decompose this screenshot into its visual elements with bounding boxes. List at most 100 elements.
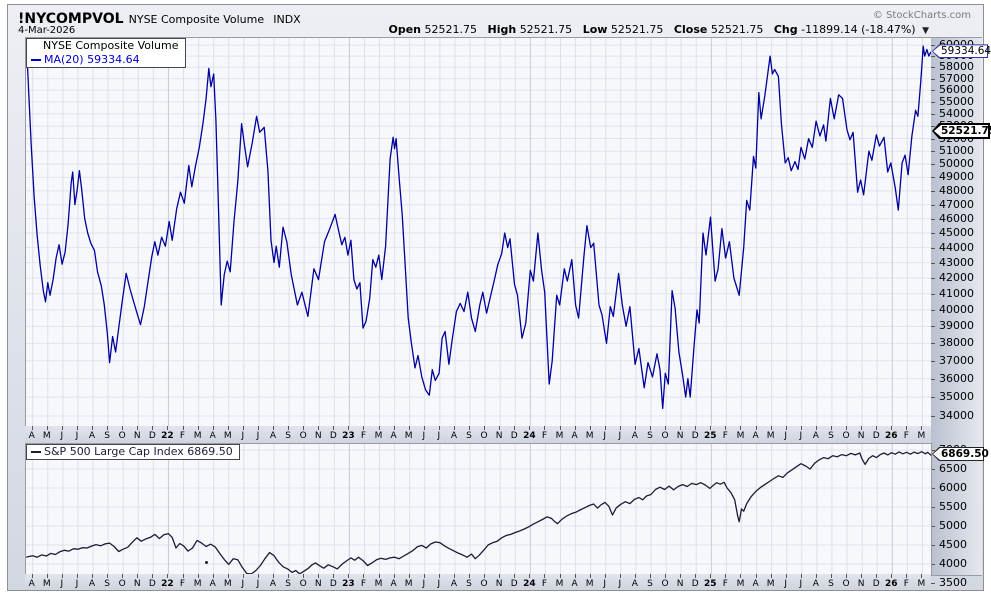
x-axis-label: M [585, 431, 594, 441]
x-axis-label: 24 [523, 431, 536, 441]
y-axis-tick [931, 45, 935, 47]
stray-dot [205, 561, 208, 564]
x-axis-tick [740, 426, 742, 430]
x-axis-tick [830, 574, 832, 578]
x-axis-tick [529, 426, 531, 430]
y-axis-label: 34000 [939, 409, 974, 422]
x-axis-label: F [903, 579, 909, 589]
x-axis-label: 25 [704, 579, 717, 589]
x-axis-tick [318, 426, 320, 430]
x-axis-tick [619, 426, 621, 430]
y-axis-label: 5500 [939, 500, 967, 513]
high-label: High [487, 23, 517, 36]
chevron-down-icon[interactable]: ▼ [922, 26, 929, 36]
x-axis-tick [61, 574, 63, 578]
y-axis-label: 5000 [939, 519, 967, 532]
y-axis-label: 46000 [939, 211, 974, 225]
y-axis-label: 42000 [939, 271, 974, 284]
x-axis-label: N [495, 579, 503, 589]
x-axis-tick [921, 574, 923, 578]
x-axis-tick [46, 574, 48, 578]
sp500-chart-plot [25, 443, 932, 576]
y-axis-label: 43000 [939, 255, 974, 269]
x-axis-tick [861, 574, 863, 578]
x-axis-tick [31, 574, 33, 578]
x-axis-tick [393, 574, 395, 578]
x-axis-label: M [223, 431, 232, 441]
close-marker-bg [934, 125, 988, 138]
x-axis-tick [619, 574, 621, 578]
open-label: Open [388, 23, 421, 36]
x-axis-label: A [450, 431, 458, 441]
close-price-marker: 52521.75 [932, 123, 991, 140]
y-axis-label: 45000 [939, 225, 974, 239]
x-axis-tick [604, 426, 606, 430]
x-axis-tick [92, 426, 94, 430]
x-axis-label: O [299, 579, 307, 589]
x-axis-label: N [676, 579, 684, 589]
x-axis-label: J [784, 431, 788, 441]
y-axis-tick [931, 326, 935, 328]
y-axis-tick [931, 67, 935, 69]
x-axis-tick [122, 426, 124, 430]
x-axis-tick [348, 426, 350, 430]
y-axis-tick [931, 416, 935, 417]
y-axis-label: 44000 [939, 240, 974, 254]
y-axis-tick [931, 190, 935, 192]
x-axis-tick [46, 426, 48, 430]
x-axis-tick [544, 426, 546, 430]
x-axis-tick [740, 574, 742, 578]
x-axis-label: A [631, 579, 638, 589]
chart-date: 4-Mar-2026 [18, 25, 76, 36]
x-axis-label: F [722, 431, 728, 441]
instrument-name: NYSE Composite Volume [128, 13, 265, 26]
x-axis-tick [378, 574, 380, 578]
y-axis-label: 47000 [939, 197, 974, 211]
x-axis-tick [152, 574, 154, 578]
y-axis-label: 51000 [939, 144, 974, 158]
stockcharts-copyright-link[interactable]: © StockCharts.com [872, 10, 971, 21]
x-axis-tick [288, 574, 290, 578]
x-axis-tick [363, 426, 365, 430]
x-axis-label: J [60, 431, 64, 441]
x-axis-tick [438, 574, 440, 578]
x-axis-tick [212, 574, 214, 578]
x-axis-label: M [766, 579, 775, 589]
x-axis-label: A [28, 579, 35, 589]
x-axis-tick [423, 426, 425, 430]
x-axis-tick [348, 574, 350, 578]
y-axis-tick [931, 218, 935, 220]
x-axis-label: J [618, 579, 622, 589]
main-legend: NYSE Composite Volume MA(20) 59334.64 [26, 38, 186, 68]
close-label: Close [673, 23, 708, 36]
x-axis-label: D [329, 579, 337, 589]
y-axis-tick [931, 469, 935, 470]
sp-price-marker: 6869.50 [932, 446, 989, 461]
x-axis-label: J [256, 431, 260, 441]
x-axis-tick [227, 574, 229, 578]
x-axis-tick [725, 426, 727, 430]
x-axis-label: D [691, 431, 699, 441]
x-axis-label: S [104, 431, 110, 441]
x-axis-label: F [360, 579, 367, 589]
x-axis-tick [107, 426, 109, 430]
x-axis-label: J [241, 431, 245, 441]
legend-sp-row: S&P 500 Large Cap Index 6869.50 [27, 445, 239, 459]
x-axis-tick [529, 574, 531, 578]
x-axis-label: J [75, 431, 79, 441]
x-axis-tick [514, 574, 516, 578]
x-axis-tick [815, 426, 817, 430]
x-axis-label: S [466, 431, 472, 441]
x-axis-tick [589, 574, 591, 578]
x-axis-tick [363, 574, 365, 578]
exchange-label: INDX [273, 13, 301, 26]
gridlines [26, 38, 931, 426]
x-axis-label: M [555, 431, 564, 441]
x-axis-label: 26 [884, 431, 898, 441]
y-axis-tick [931, 126, 935, 128]
x-axis-tick [453, 574, 455, 578]
x-axis-tick [182, 574, 184, 578]
y-axis-tick [931, 177, 935, 179]
x-axis-tick [484, 574, 486, 578]
